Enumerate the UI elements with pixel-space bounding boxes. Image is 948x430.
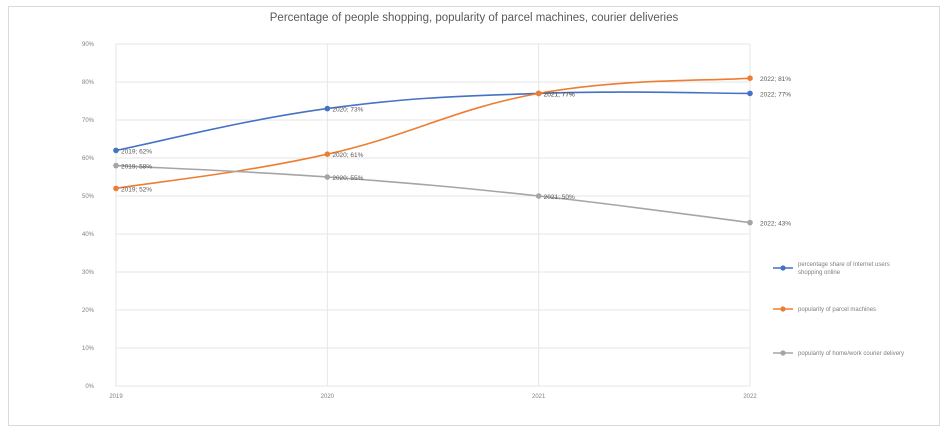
data-label: 2021; 77% — [544, 91, 575, 98]
y-tick-label: 90% — [82, 42, 95, 48]
legend-marker — [780, 306, 786, 312]
data-label: 2020; 55% — [332, 175, 363, 182]
data-point — [324, 105, 331, 112]
y-tick-label: 0% — [85, 384, 94, 390]
series-line — [115, 77, 751, 190]
data-label: 2019; 52% — [121, 186, 152, 193]
data-point — [113, 147, 119, 154]
legend-text-line: percentage share of Internet users — [798, 262, 890, 268]
x-tick-label: 2021 — [532, 394, 546, 400]
x-tick-label: 2020 — [321, 394, 335, 400]
x-tick-label: 2022 — [743, 394, 757, 400]
y-tick-label: 80% — [82, 80, 95, 86]
data-label: 2022; 43% — [760, 221, 791, 228]
x-tick-label: 2019 — [109, 394, 123, 400]
y-tick-label: 30% — [82, 270, 95, 276]
chart-frame — [8, 6, 940, 426]
legend-entry: popularity of parcel machines — [798, 307, 876, 313]
data-label: 2022; 81% — [760, 76, 791, 83]
data-label: 2022; 77% — [760, 91, 791, 98]
series-line — [115, 91, 751, 152]
legend-marker — [780, 265, 786, 271]
legend-text-line: shopping online — [798, 270, 841, 276]
data-point — [747, 219, 753, 226]
data-label: 2019; 58% — [121, 164, 152, 171]
data-point — [113, 162, 119, 169]
legend-entry: popularity of home/work courier delivery — [798, 351, 904, 357]
legend-marker — [780, 350, 786, 356]
data-point — [535, 90, 542, 97]
y-tick-label: 60% — [82, 156, 95, 162]
data-point — [324, 151, 331, 157]
series-line — [115, 164, 751, 224]
legend-text-line: popularity of parcel machines — [798, 307, 876, 313]
legend-text-line: popularity of home/work courier delivery — [798, 351, 904, 357]
data-label: 2021; 77% — [544, 91, 575, 98]
data-point — [747, 75, 753, 81]
legend-entry: percentage share of Internet users shoppi… — [798, 262, 890, 276]
data-point — [535, 193, 542, 199]
data-label: 2020; 73% — [332, 107, 363, 114]
data-point — [324, 174, 331, 180]
data-label: 2019; 62% — [121, 148, 152, 155]
data-label: 2020; 61% — [332, 152, 363, 159]
y-tick-label: 70% — [82, 118, 95, 124]
y-tick-label: 20% — [82, 308, 95, 314]
y-tick-label: 40% — [82, 232, 95, 238]
y-tick-label: 50% — [82, 194, 95, 200]
data-point — [747, 90, 753, 97]
data-label: 2021; 50% — [544, 194, 575, 201]
y-tick-label: 10% — [82, 346, 95, 352]
chart-title: Percentage of people shopping, popularit… — [269, 12, 679, 24]
data-point — [113, 185, 119, 192]
